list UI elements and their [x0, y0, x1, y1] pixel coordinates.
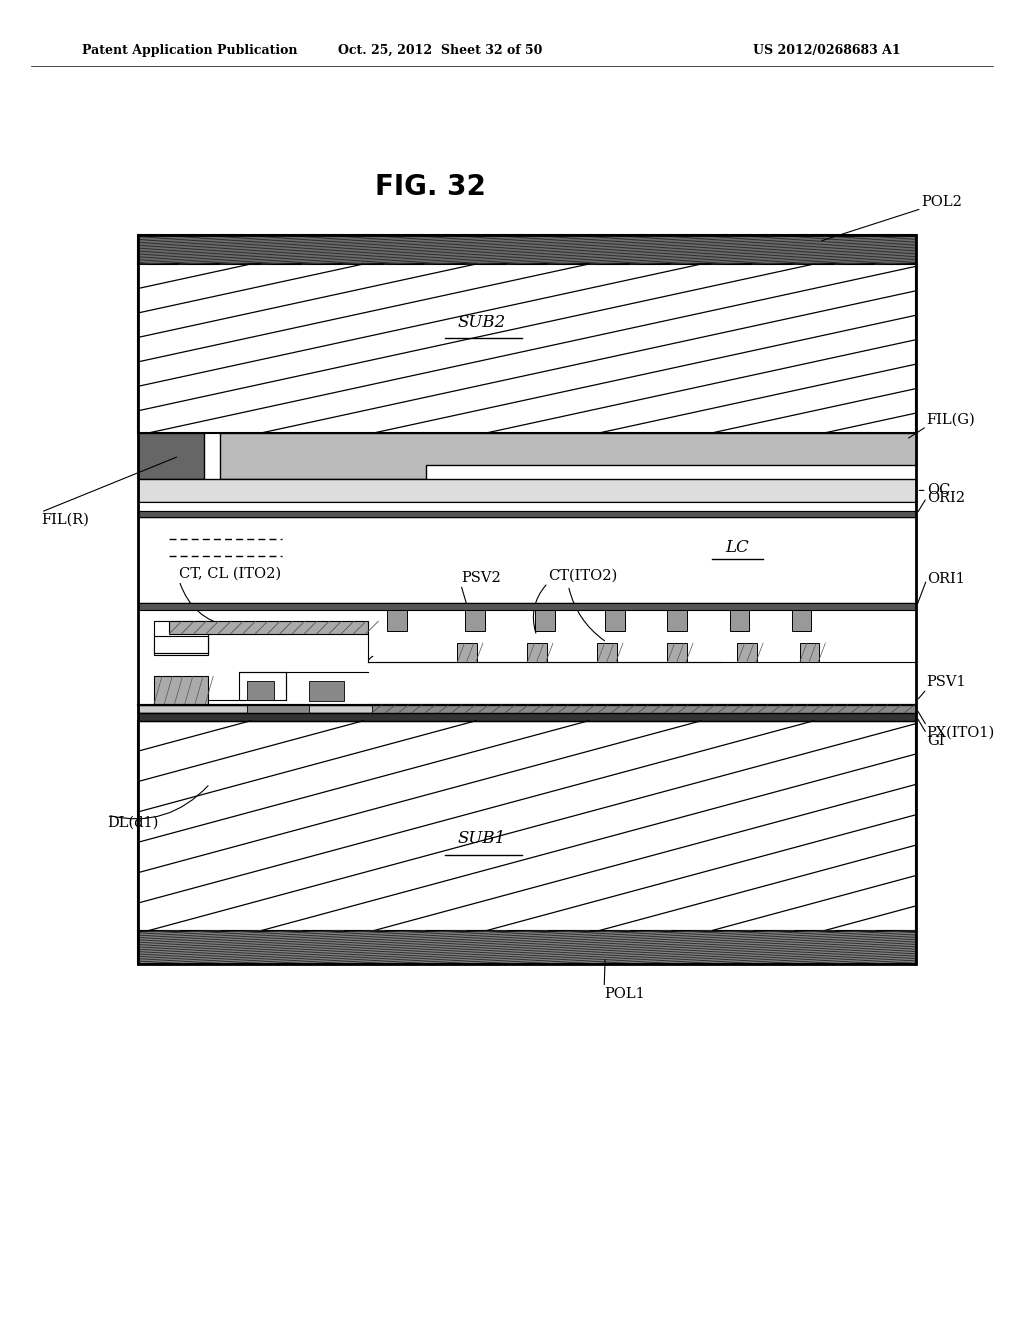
- Bar: [737, 643, 757, 663]
- Bar: [138, 931, 916, 964]
- Bar: [247, 705, 309, 713]
- Bar: [138, 721, 916, 931]
- Bar: [138, 713, 916, 721]
- Bar: [138, 235, 916, 964]
- Bar: [372, 705, 916, 713]
- Bar: [240, 672, 286, 700]
- Text: FIL(R): FIL(R): [41, 512, 89, 527]
- Text: POL1: POL1: [604, 987, 645, 1002]
- Text: CT, CL (ITO2): CT, CL (ITO2): [179, 566, 282, 581]
- Bar: [247, 681, 274, 700]
- Text: Patent Application Publication: Patent Application Publication: [82, 44, 297, 57]
- Text: POL2: POL2: [922, 194, 963, 209]
- Bar: [138, 502, 916, 511]
- Text: PX(ITO1): PX(ITO1): [927, 726, 995, 741]
- Bar: [154, 676, 208, 705]
- Text: ORI2: ORI2: [927, 491, 965, 504]
- Text: SUB2: SUB2: [457, 314, 506, 330]
- Text: FIL(G): FIL(G): [927, 412, 976, 426]
- Text: PSV1: PSV1: [927, 675, 967, 689]
- Bar: [138, 517, 916, 603]
- Text: FIG. 32: FIG. 32: [375, 173, 485, 202]
- Bar: [138, 479, 916, 502]
- Bar: [138, 235, 916, 264]
- Bar: [527, 643, 547, 663]
- Polygon shape: [220, 433, 916, 479]
- Bar: [465, 610, 484, 631]
- Text: PSV2: PSV2: [461, 570, 501, 585]
- Bar: [138, 511, 916, 517]
- Bar: [597, 643, 616, 663]
- Bar: [792, 610, 811, 631]
- Bar: [138, 264, 916, 433]
- Text: LC: LC: [725, 539, 750, 556]
- Text: Oct. 25, 2012  Sheet 32 of 50: Oct. 25, 2012 Sheet 32 of 50: [338, 44, 543, 57]
- Bar: [605, 610, 625, 631]
- Text: US 2012/0268683 A1: US 2012/0268683 A1: [754, 44, 901, 57]
- Bar: [800, 643, 819, 663]
- Bar: [138, 610, 916, 705]
- Text: ORI1: ORI1: [927, 573, 965, 586]
- Text: DL(d1): DL(d1): [108, 816, 159, 829]
- Bar: [387, 610, 407, 631]
- Bar: [458, 643, 477, 663]
- Bar: [138, 433, 205, 479]
- Bar: [536, 610, 555, 631]
- Text: SUB1: SUB1: [457, 830, 506, 847]
- Bar: [169, 622, 368, 634]
- Bar: [668, 610, 687, 631]
- Bar: [668, 643, 687, 663]
- Bar: [154, 622, 208, 656]
- Bar: [309, 681, 344, 701]
- Bar: [138, 603, 916, 610]
- Text: CT(ITO2): CT(ITO2): [548, 569, 617, 583]
- Bar: [730, 610, 750, 631]
- Bar: [154, 636, 208, 652]
- Text: OC: OC: [927, 483, 950, 498]
- Bar: [138, 705, 916, 713]
- Text: GI: GI: [927, 734, 944, 748]
